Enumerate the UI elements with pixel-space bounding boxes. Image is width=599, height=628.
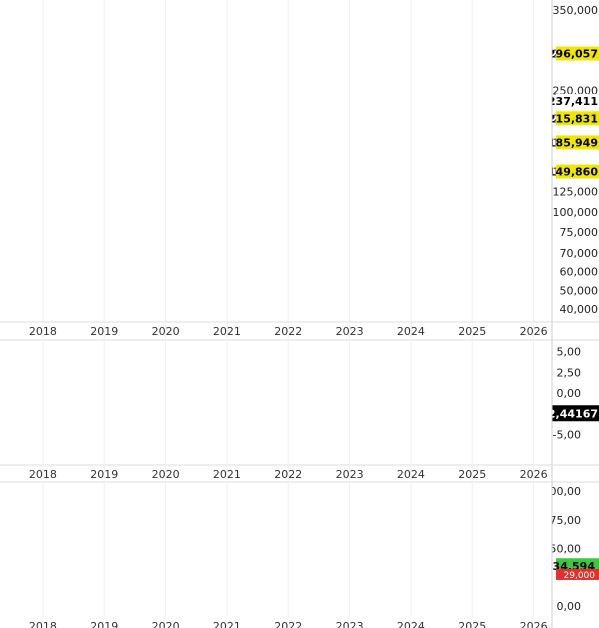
level-label-2: 215,831 bbox=[548, 112, 598, 125]
volume-tick-2: 50,000 bbox=[560, 284, 599, 297]
year-label-2021-0: 2021 bbox=[213, 325, 241, 338]
year-label-2025-2: 2025 bbox=[458, 620, 486, 628]
year-label-2024-2: 2024 bbox=[397, 620, 425, 628]
year-label-2022-2: 2022 bbox=[274, 620, 302, 628]
macd-tick-3: -5,00 bbox=[553, 429, 581, 442]
year-label-2026-1: 2026 bbox=[520, 468, 548, 481]
price-tick-8: 75,000 bbox=[560, 226, 599, 239]
panel-bg-3 bbox=[0, 482, 552, 617]
year-label-2023-1: 2023 bbox=[336, 468, 364, 481]
year-label-2020-2: 2020 bbox=[152, 620, 180, 628]
level-box-3 bbox=[556, 135, 599, 150]
level-label-0: 296,057 bbox=[548, 48, 598, 61]
year-label-2021-1: 2021 bbox=[213, 468, 241, 481]
year-label-2025-0: 2025 bbox=[458, 325, 486, 338]
year-label-2018-2: 2018 bbox=[29, 620, 57, 628]
stoch-tick-3: 0,00 bbox=[557, 600, 582, 613]
volume-tick-0: 70,000 bbox=[560, 247, 599, 260]
price-tick-0: 350,000 bbox=[553, 4, 599, 17]
stoch-d-label: 29,000 bbox=[564, 571, 596, 581]
year-label-2024-0: 2024 bbox=[397, 325, 425, 338]
year-label-2020-0: 2020 bbox=[152, 325, 180, 338]
volume-tick-1: 60,000 bbox=[560, 266, 599, 279]
stoch-tick-2: 50,00 bbox=[550, 543, 582, 556]
macd-tick-0: 5,00 bbox=[557, 346, 582, 359]
price-tick-7: 100,000 bbox=[553, 206, 599, 219]
price-tick-6: 125,000 bbox=[553, 186, 599, 199]
macd-tick-1: 2,50 bbox=[557, 366, 582, 379]
level-label-3: 185,949 bbox=[548, 136, 598, 149]
macd-current-label: -2,44167 bbox=[543, 407, 598, 420]
year-label-2022-0: 2022 bbox=[274, 325, 302, 338]
year-label-2019-0: 2019 bbox=[90, 325, 118, 338]
year-label-2023-2: 2023 bbox=[336, 620, 364, 628]
year-label-2026-2: 2026 bbox=[520, 620, 548, 628]
year-label-2018-1: 2018 bbox=[29, 468, 57, 481]
year-label-2019-2: 2019 bbox=[90, 620, 118, 628]
level-label-4: 149,860 bbox=[548, 166, 598, 179]
level-box-4 bbox=[556, 164, 599, 179]
year-label-2022-1: 2022 bbox=[274, 468, 302, 481]
year-label-2021-2: 2021 bbox=[213, 620, 241, 628]
panel-bg-2 bbox=[0, 340, 552, 465]
level-box-2 bbox=[556, 111, 599, 126]
year-label-2018-0: 2018 bbox=[29, 325, 57, 338]
panel-bg-1 bbox=[0, 246, 552, 322]
macd-current-box bbox=[552, 405, 599, 422]
macd-tick-2: 0,00 bbox=[557, 387, 582, 400]
year-label-2019-1: 2019 bbox=[90, 468, 118, 481]
year-label-2020-1: 2020 bbox=[152, 468, 180, 481]
year-label-2026-0: 2026 bbox=[520, 325, 548, 338]
year-label-2023-0: 2023 bbox=[336, 325, 364, 338]
year-label-2025-1: 2025 bbox=[458, 468, 486, 481]
panel-bg-0 bbox=[0, 0, 552, 246]
level-box-1 bbox=[556, 93, 599, 108]
stoch-d-box bbox=[556, 568, 599, 580]
level-label-1: 237,411 bbox=[548, 95, 598, 108]
stoch-tick-1: 75,00 bbox=[550, 514, 582, 527]
level-box-0 bbox=[556, 46, 599, 61]
year-label-2024-1: 2024 bbox=[397, 468, 425, 481]
volume-tick-3: 40,000 bbox=[560, 303, 599, 316]
